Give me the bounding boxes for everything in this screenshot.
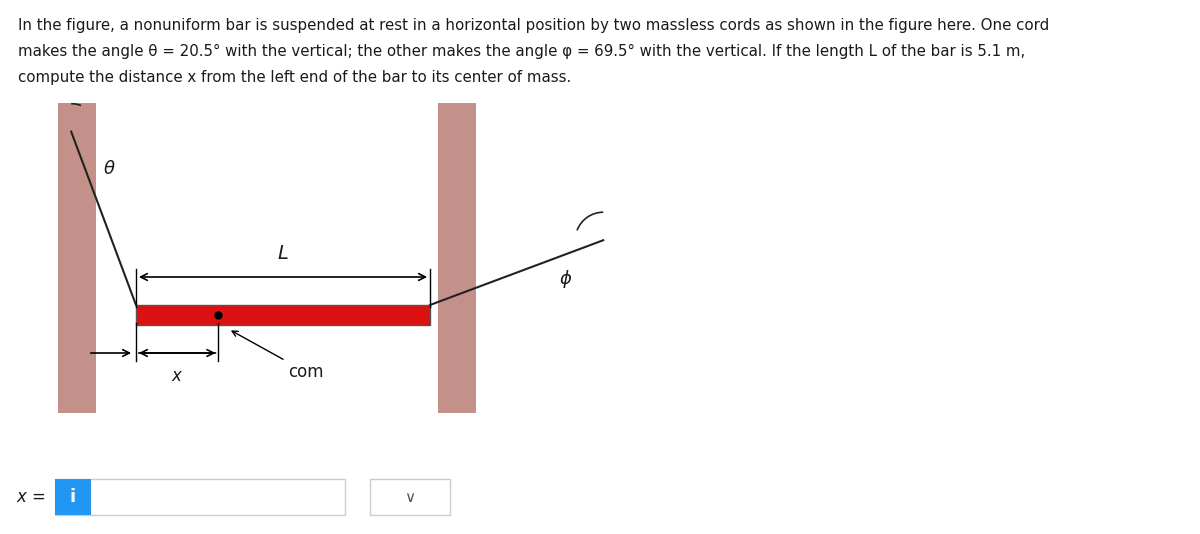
- Text: compute the distance x from the left end of the bar to its center of mass.: compute the distance x from the left end…: [18, 70, 571, 85]
- Text: $L$: $L$: [277, 244, 289, 263]
- Bar: [55, 479, 91, 515]
- Bar: [136, 305, 430, 325]
- Bar: [370, 479, 450, 515]
- Text: ∨: ∨: [404, 490, 415, 505]
- Bar: [55, 479, 346, 515]
- Text: $\theta$: $\theta$: [103, 160, 116, 178]
- Text: i: i: [70, 488, 76, 506]
- Text: com: com: [232, 331, 324, 381]
- Text: $x$: $x$: [170, 367, 184, 385]
- Bar: [438, 103, 476, 413]
- Bar: [58, 103, 96, 413]
- Text: makes the angle θ = 20.5° with the vertical; the other makes the angle φ = 69.5°: makes the angle θ = 20.5° with the verti…: [18, 44, 1025, 59]
- Text: $\phi$: $\phi$: [559, 268, 572, 290]
- Text: $x$ =: $x$ =: [16, 488, 46, 506]
- Text: In the figure, a nonuniform bar is suspended at rest in a horizontal position by: In the figure, a nonuniform bar is suspe…: [18, 18, 1049, 33]
